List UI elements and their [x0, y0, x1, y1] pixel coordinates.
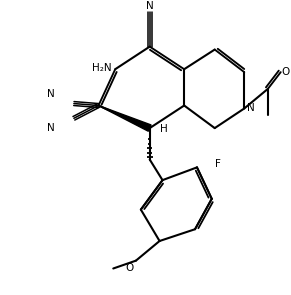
Text: F: F [215, 159, 221, 169]
Text: O: O [282, 67, 290, 77]
Text: H: H [159, 124, 167, 134]
Text: H₂N: H₂N [92, 63, 111, 73]
Text: N: N [47, 89, 55, 99]
Text: N: N [146, 1, 154, 11]
Text: N: N [47, 123, 55, 133]
Text: O: O [126, 263, 134, 273]
Text: N: N [247, 104, 255, 114]
Polygon shape [98, 106, 151, 131]
